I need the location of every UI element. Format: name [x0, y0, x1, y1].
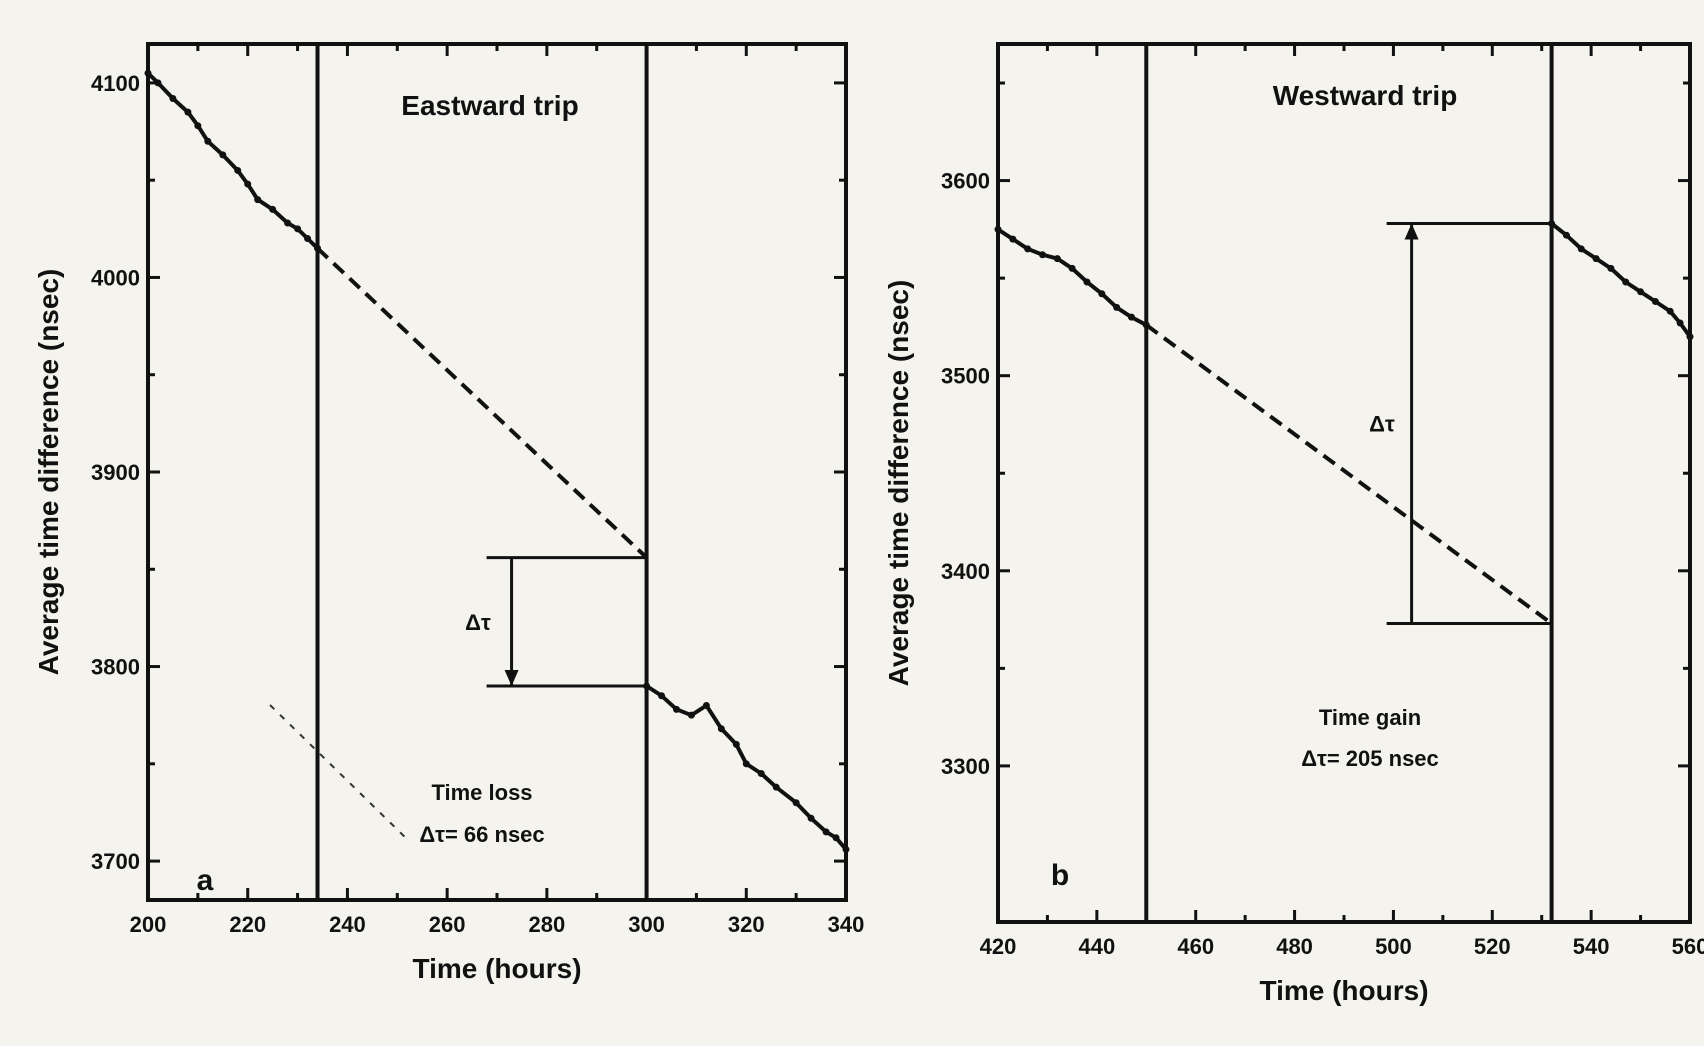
x-tick-label: 300 [628, 912, 665, 937]
data-point [822, 828, 830, 836]
data-point [1622, 278, 1630, 286]
y-tick-label: 3800 [91, 655, 140, 680]
data-point [169, 94, 177, 102]
data-point [304, 235, 312, 243]
x-tick-label: 420 [980, 934, 1017, 959]
y-tick-label: 3400 [941, 559, 990, 584]
measured-series-line-2 [1550, 221, 1692, 338]
x-tick-label: 520 [1474, 934, 1511, 959]
panel-letter: b [1051, 859, 1069, 892]
plot-frame [146, 42, 848, 902]
data-point [154, 79, 162, 87]
data-point [702, 701, 710, 709]
y-tick-label: 3600 [941, 169, 990, 194]
data-point [1651, 298, 1659, 306]
x-axis-title: Time (hours) [412, 953, 581, 984]
data-point [1127, 313, 1135, 321]
data-point [832, 834, 840, 842]
x-axis-title: Time (hours) [1259, 975, 1428, 1006]
data-point [1686, 333, 1694, 341]
y-tick-label: 3500 [941, 364, 990, 389]
measured-series-line-0 [996, 227, 1148, 327]
data-point [234, 166, 242, 174]
data-point [742, 760, 750, 768]
y-axis-title: Average time difference (nsec) [33, 269, 64, 676]
panel-title: Westward trip [1273, 80, 1458, 111]
panel-letter: a [197, 864, 214, 897]
data-point [807, 814, 815, 822]
panel-b: 420 440 460 480 500 520 540 560 3300 3400 3500 3600… [883, 42, 1704, 1006]
delta-arrowhead [1404, 223, 1419, 240]
data-point [1024, 245, 1032, 253]
data-point [1113, 303, 1121, 311]
y-tick-label: 4100 [91, 71, 140, 96]
data-point [994, 225, 1002, 233]
x-tick-label: 220 [229, 912, 266, 937]
y-tick-label: 4000 [91, 265, 140, 290]
data-point [1562, 231, 1570, 239]
x-tick-label: 200 [130, 912, 167, 937]
result-value: Δτ= 66 nsec [419, 822, 544, 847]
y-axis-title: Average time difference (nsec) [883, 280, 914, 687]
x-tick-label: 560 [1672, 934, 1704, 959]
delta-label: Δτ [465, 610, 491, 635]
x-tick-label: 440 [1078, 934, 1115, 959]
extrapolated-rate-line [1145, 323, 1553, 626]
data-point [772, 783, 780, 791]
data-point [1676, 319, 1684, 327]
x-tick-label: 480 [1276, 934, 1313, 959]
x-tick-label: 500 [1375, 934, 1412, 959]
panel-a: 200 220 240 260 280 300 320 340 3700 3800 3900 4000… [33, 42, 865, 984]
data-point [1098, 290, 1106, 298]
data-point [717, 725, 725, 733]
data-point [194, 122, 202, 130]
data-point [672, 705, 680, 713]
data-point [184, 108, 192, 116]
data-point [1009, 235, 1017, 243]
data-point [1068, 264, 1076, 272]
data-point [732, 740, 740, 748]
y-tick-label: 3300 [941, 754, 990, 779]
data-point [254, 196, 262, 204]
x-tick-label: 240 [329, 912, 366, 937]
data-point [269, 205, 277, 213]
y-tick-label: 3700 [91, 849, 140, 874]
data-point [1637, 288, 1645, 296]
data-point [1038, 251, 1046, 259]
data-point [757, 770, 765, 778]
panel-title: Eastward trip [401, 90, 578, 121]
data-point [792, 799, 800, 807]
x-tick-label: 540 [1573, 934, 1610, 959]
data-point [842, 845, 850, 853]
faint-guide-line [269, 704, 411, 843]
data-point [294, 225, 302, 233]
x-tick-label: 280 [528, 912, 565, 937]
data-point [144, 69, 152, 77]
data-point [204, 137, 212, 145]
result-label: Time gain [1319, 705, 1421, 730]
result-value: Δτ= 205 nsec [1301, 746, 1439, 771]
plot-frame [996, 42, 1692, 924]
x-tick-label: 260 [429, 912, 466, 937]
data-point [658, 692, 666, 700]
data-point [284, 219, 292, 227]
data-point [219, 151, 227, 159]
delta-arrowhead [504, 670, 519, 686]
delta-label: Δτ [1369, 411, 1395, 436]
result-label: Time loss [431, 780, 532, 805]
data-point [1083, 278, 1091, 286]
data-point [1053, 255, 1061, 263]
data-point [1592, 255, 1600, 263]
x-tick-label: 320 [728, 912, 765, 937]
data-point [1607, 264, 1615, 272]
data-point [1666, 307, 1674, 315]
data-point [687, 711, 695, 719]
x-tick-label: 460 [1177, 934, 1214, 959]
data-point [1577, 245, 1585, 253]
extrapolated-rate-line [316, 246, 648, 560]
data-point [244, 180, 252, 188]
x-tick-label: 340 [828, 912, 865, 937]
y-tick-label: 3900 [91, 460, 140, 485]
